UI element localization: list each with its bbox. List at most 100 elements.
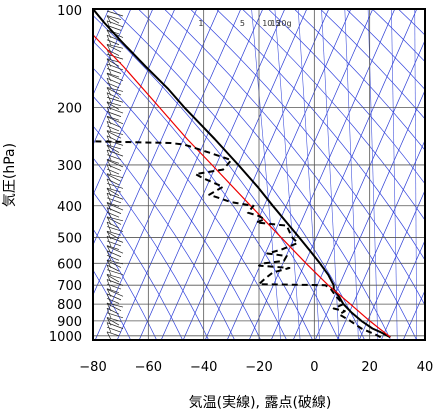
skewed-isotherm [358,189,425,340]
y-tick-label: 300 [57,159,82,174]
wind-barb [106,273,122,279]
skewed-isotherm [93,9,198,246]
skewed-isotherm [226,9,374,340]
adiabat-line [93,15,339,340]
wind-barb [106,130,122,139]
x-tick-label: −20 [245,360,272,375]
wind-barb [106,44,122,53]
adiabat-line [267,9,425,185]
skewed-isotherm [116,9,264,340]
wind-barb [106,164,122,171]
wind-barb [106,236,124,243]
y-tick-label: 100 [57,4,82,19]
x-tick-label: 0 [310,360,318,375]
wind-barb [106,115,120,121]
wind-barb [106,59,120,67]
adiabat-line [93,191,183,340]
wind-barb [106,192,124,200]
wind-barb [106,77,122,85]
wind-barb-flag [106,322,112,333]
wind-barb [106,269,124,276]
adiabat-line [345,9,425,91]
wind-barb-flag [106,106,112,118]
wind-barb [106,317,122,322]
wind-barb [106,173,122,182]
adiabat-line [189,9,425,307]
wind-barb [106,288,120,294]
wind-barb [106,317,120,326]
mixing-ratio-label: 20g [276,19,291,28]
wind-barb [106,188,120,196]
y-tick-label: 500 [57,231,82,246]
y-tick-label: 1000 [49,330,82,345]
wind-barb-flag [106,317,112,326]
skewed-isotherm [336,139,425,340]
skewed-isotherm [160,9,308,340]
x-tick-label: −60 [135,360,162,375]
adiabat-line [93,125,235,340]
skewed-isotherm [248,9,396,340]
adiabat-line [93,67,287,340]
wind-barb-flag [106,116,112,125]
y-tick-label: 800 [57,298,82,313]
mixing-ratio-line [274,9,301,340]
wind-barb [106,125,120,132]
mixing-ratio-label: 5 [240,19,245,28]
wind-barb [106,10,124,17]
wind-barb [106,101,122,107]
adiabat-line [215,9,425,261]
wind-barb [106,87,124,92]
wind-barb-flag [106,302,112,312]
wind-barb [106,121,122,128]
x-tick-label: −40 [190,360,217,375]
wind-barb [106,221,120,229]
wind-barb-flag [106,58,112,67]
wind-barb [106,149,124,157]
mixing-ratio-line [391,9,398,340]
wind-barb-flag [106,193,112,204]
wind-barb [106,135,120,143]
mixing-ratio-line [297,9,320,340]
wind-barb [106,20,124,28]
wind-barb-flag [106,288,112,297]
wind-barb [106,72,120,78]
wind-barb [106,302,124,308]
wind-barb [106,92,120,99]
wind-barb-flag [106,293,112,304]
wind-barb [106,274,120,283]
x-axis-label: 気温(実線), 露点(破線) [189,395,332,411]
y-axis-label: 気圧(hPa) [2,143,18,207]
wind-barb-flag [106,178,112,189]
mixing-ratio-line [321,9,340,340]
wind-barb [106,260,122,268]
adiabat-line [293,9,425,151]
wind-barb-flag [106,274,112,283]
adiabat-line [93,95,261,340]
wind-barb [106,322,124,329]
wind-barb [106,231,120,240]
wind-barb [106,130,124,135]
wind-barb-flag [106,279,112,290]
wind-barb-flag [106,49,112,60]
wind-barb-flag [106,202,112,211]
skewed-isotherm [380,239,425,340]
wind-barb [106,15,122,20]
wind-barb [106,250,122,258]
wind-barb [106,34,122,42]
wind-barb [106,202,120,207]
skewed-isotherm [204,9,352,340]
adiabat-line [93,157,209,340]
x-tick-labels: −80 −60 −40 −20 0 20 40 [79,360,433,375]
wind-barb [106,207,122,214]
wind-barb-flag [106,87,112,96]
wind-barb [106,264,120,272]
skewed-isotherm [0,4,1,345]
wind-barb-flag [106,29,112,39]
wind-barb [106,279,124,286]
wind-barb [106,96,124,103]
wind-barb-flag [106,35,112,46]
wind-barb-flag [106,331,112,340]
wind-barb [106,158,120,164]
wind-barb [106,53,124,60]
wind-barb [106,288,124,297]
